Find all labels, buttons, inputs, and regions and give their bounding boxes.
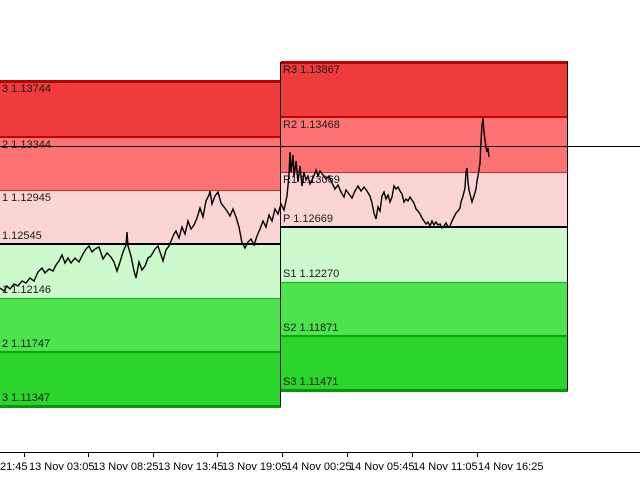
pivot-band-left-R2-R1 bbox=[0, 137, 281, 190]
pivot-label-right-R2: R2 1.13468 bbox=[283, 119, 340, 131]
pivot-band-right-R2-R1 bbox=[281, 117, 568, 172]
pivot-label-right-P: P 1.12669 bbox=[283, 213, 333, 225]
pivot-line-right-R1 bbox=[281, 172, 568, 173]
pivot-line-right-S1 bbox=[281, 282, 568, 283]
pivot-label-left-S1: 1 1.12146 bbox=[2, 284, 51, 296]
pivot-line-right-R3 bbox=[281, 61, 568, 64]
pivot-band-right-S1-S2 bbox=[281, 282, 568, 336]
pivot-line-right-R2 bbox=[281, 116, 568, 118]
pivot-band-left-R1-P bbox=[0, 190, 281, 244]
pivot-label-right-S2: S2 1.11871 bbox=[283, 322, 339, 334]
pivot-band-right-R3-R2 bbox=[281, 62, 568, 117]
time-axis-label: 13 Nov 03:05 bbox=[29, 461, 95, 473]
time-axis-label: 14 Nov 00:25 bbox=[286, 461, 352, 473]
pivot-band-left-S1-S2 bbox=[0, 298, 281, 352]
pivot-label-right-S3: S3 1.11471 bbox=[283, 376, 339, 388]
pivot-line-left-P bbox=[0, 243, 281, 245]
pivot-line-left-R1 bbox=[0, 190, 281, 191]
time-axis-label: 13 Nov 13:45 bbox=[158, 461, 224, 473]
pivot-band-right-R1-P bbox=[281, 172, 568, 227]
pivot-label-right-S1: S1 1.12270 bbox=[283, 268, 340, 280]
time-axis-label: 14 Nov 11:05 bbox=[413, 461, 478, 473]
pivot-line-left-S2 bbox=[0, 351, 281, 353]
pivot-line-right-P bbox=[281, 226, 568, 228]
pivot-band-left-S2-S3 bbox=[0, 352, 281, 406]
pivot-label-left-R1: 1 1.12945 bbox=[2, 192, 51, 204]
pivot-line-left-S1 bbox=[0, 298, 281, 299]
time-axis-label: 13 Nov 19:05 bbox=[222, 461, 288, 473]
pivot-label-left-R2: 2 1.13344 bbox=[2, 139, 51, 151]
pivot-line-left-S3 bbox=[0, 405, 281, 408]
pivot-label-left-S3: 3 1.11347 bbox=[2, 392, 51, 404]
pivot-line-right-S2 bbox=[281, 335, 568, 337]
pivot-band-right-S2-S3 bbox=[281, 336, 568, 390]
price-line-series bbox=[0, 117, 490, 293]
pivot-band-right-P-S1 bbox=[281, 227, 568, 282]
time-axis-label: 13 Nov 08:25 bbox=[93, 461, 159, 473]
pivot-line-left-R3 bbox=[0, 80, 281, 83]
pivot-label-left-R3: 3 1.13744 bbox=[2, 83, 51, 95]
pivot-line-left-R2 bbox=[0, 136, 281, 138]
pivot-label-left-S2: 2 1.11747 bbox=[2, 338, 51, 350]
time-axis-label: 14 Nov 16:25 bbox=[478, 461, 544, 473]
time-axis-label: 14 Nov 05:45 bbox=[349, 461, 415, 473]
pivot-line-right-S3 bbox=[281, 389, 568, 392]
pivot-band-left-R3-R2 bbox=[0, 81, 281, 137]
pivot-label-right-R3: R3 1.13867 bbox=[283, 64, 340, 76]
time-axis-label: 21:45 bbox=[0, 461, 28, 473]
pivot-label-left-P: 1.12545 bbox=[2, 230, 42, 242]
